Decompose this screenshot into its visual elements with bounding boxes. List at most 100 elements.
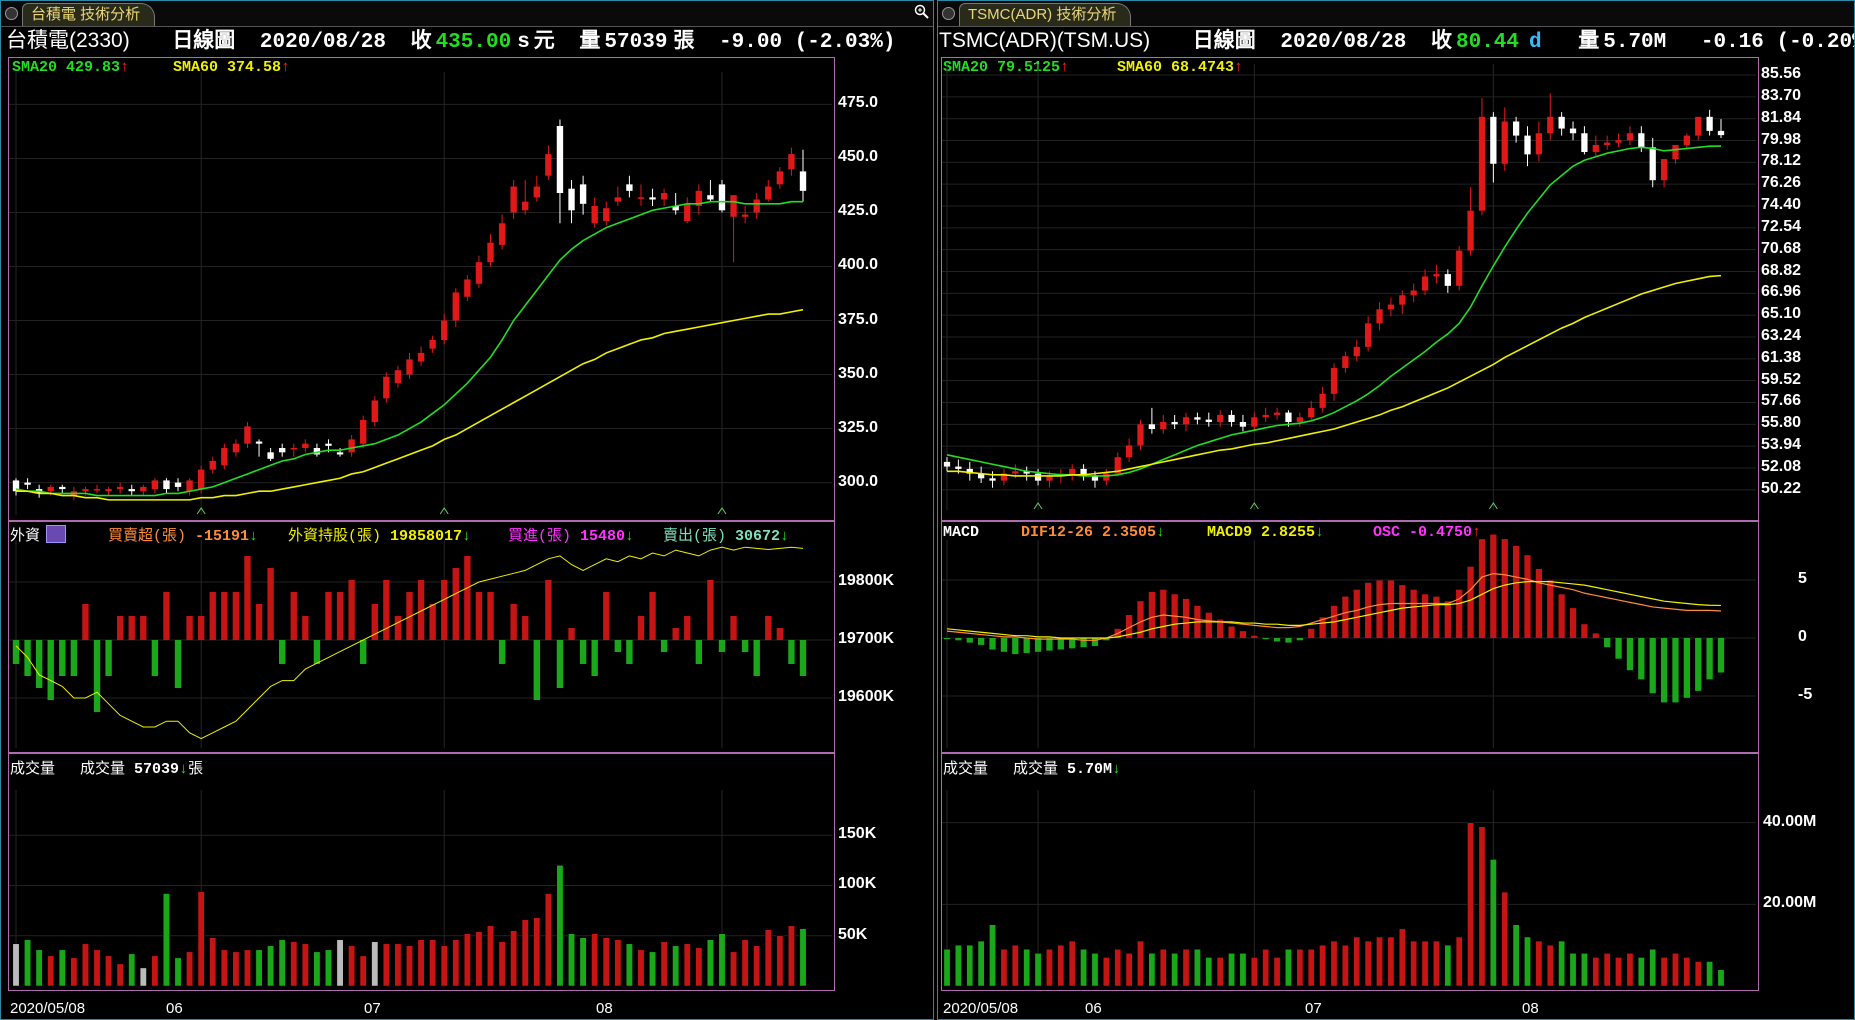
tab-bar: TSMC(ADR) 技術分析 — [937, 0, 1855, 27]
price-axis-label: 65.10 — [1761, 305, 1802, 323]
foreign-investor-panel[interactable] — [8, 521, 835, 753]
net-buy-bar — [464, 556, 471, 640]
volume-bar — [741, 939, 749, 987]
price-axis-label: 57.66 — [1761, 392, 1802, 410]
volume-bar — [1558, 940, 1566, 987]
volume-bar — [1330, 940, 1338, 987]
volume-panel-label: 成交量 — [943, 761, 989, 778]
sma20-legend: SMA20 429.83↑ — [12, 59, 130, 76]
net-buy-bar — [498, 640, 506, 664]
volume-axis-label: 50K — [838, 925, 868, 943]
price-axis-label: 74.40 — [1761, 196, 1802, 214]
volume-bar — [1694, 961, 1702, 987]
volume-bar — [128, 953, 136, 987]
candle-body — [1023, 471, 1030, 474]
foreign-bars — [9, 546, 832, 740]
candle-body — [1137, 424, 1144, 446]
volume-bar — [325, 949, 332, 987]
net-buy-bar — [452, 568, 459, 640]
buy-legend: 買進(張) 15480↓ — [508, 528, 635, 545]
candle-body — [452, 292, 459, 321]
dif-legend: DIF12-26 2.3505↓ — [1021, 524, 1166, 541]
candle-body — [232, 443, 240, 453]
candle-body — [163, 480, 170, 490]
osc-bar — [978, 638, 985, 645]
candle-body — [1319, 393, 1326, 408]
volume-bar — [510, 930, 518, 987]
osc-bar — [1672, 638, 1679, 703]
net-buy-bar — [313, 640, 321, 664]
net-buy-bar — [429, 604, 436, 640]
osc-bar — [1103, 638, 1110, 641]
volume-bar — [12, 943, 20, 987]
volume-bar — [139, 967, 147, 987]
net-buy-bar — [186, 616, 193, 640]
close-flag: d — [1529, 31, 1542, 54]
volume-panel[interactable] — [941, 753, 1759, 991]
net-buy-bar — [765, 616, 772, 640]
volume-bar — [1353, 936, 1361, 987]
window-menu-button[interactable] — [942, 7, 955, 20]
volume-bar — [730, 951, 737, 987]
volume-panel[interactable] — [8, 753, 835, 991]
volume-bar — [544, 893, 552, 987]
net-buy-bar — [371, 604, 378, 640]
volume-bar — [35, 949, 43, 987]
volume-bar — [591, 933, 599, 987]
tab-tsmc-adr-technical[interactable]: TSMC(ADR) 技術分析 — [959, 3, 1132, 26]
price-panel[interactable] — [8, 57, 835, 521]
net-buy-bar — [197, 616, 205, 640]
zoom-icon[interactable] — [914, 4, 930, 20]
candle-body — [626, 184, 633, 191]
candle-body — [82, 489, 89, 492]
price-axis-label: 76.26 — [1761, 174, 1802, 192]
volume-bar — [1262, 949, 1270, 987]
candle-body — [441, 320, 448, 340]
candle-body — [1421, 276, 1429, 291]
net-buy-bar — [718, 640, 726, 652]
osc-bar — [1251, 635, 1258, 638]
candle-body — [1410, 290, 1417, 296]
net-buy-bar — [325, 592, 332, 640]
osc-bar — [1592, 633, 1599, 638]
osc-bar — [1456, 589, 1463, 638]
candle-body — [1171, 421, 1178, 425]
candle-body — [966, 468, 973, 474]
price-axis-label: 425.0 — [838, 202, 879, 220]
net-buy-bar — [660, 640, 668, 652]
volume-bar — [151, 955, 159, 987]
volume-bar — [1011, 944, 1019, 987]
net-buy-bar — [788, 640, 795, 664]
volume-bar — [244, 949, 251, 987]
volume-unit: 張 — [673, 31, 695, 54]
macd-panel[interactable] — [941, 521, 1759, 753]
volume-axis-label: 150K — [838, 825, 877, 843]
tab-tsmc-technical[interactable]: 台積電 技術分析 — [22, 3, 156, 26]
volume-bar — [1524, 936, 1531, 987]
candle-body — [1182, 417, 1190, 425]
month-marker — [196, 507, 206, 515]
volume-bar — [359, 955, 367, 987]
volume-bar — [799, 928, 807, 987]
osc-bar — [1581, 624, 1588, 638]
window-menu-button[interactable] — [5, 7, 18, 20]
price-panel[interactable] — [941, 57, 1759, 521]
osc-bar — [1034, 638, 1042, 652]
date-axis-label: 2020/05/08 — [943, 1000, 1019, 1017]
osc-bar — [943, 638, 951, 640]
candle-body — [1683, 135, 1690, 145]
price-axis-label: 59.52 — [1761, 370, 1802, 388]
candle-body — [1114, 457, 1121, 474]
quote-header: 台積電(2330) 日線圖 2020/08/28 收 435.00 s 元 量 5703… — [6, 28, 907, 54]
osc-legend: OSC -0.4750↑ — [1373, 524, 1482, 541]
candle-body — [684, 203, 691, 222]
net-buy-bar — [556, 640, 564, 688]
candle-body — [1638, 133, 1645, 148]
osc-bar — [1148, 592, 1156, 638]
osc-bar — [1091, 638, 1099, 647]
list-icon[interactable] — [46, 525, 67, 543]
net-buy-bar — [475, 592, 483, 640]
volume-bar — [1091, 953, 1099, 987]
osc-bar — [1558, 594, 1565, 638]
net-buy-bar — [776, 628, 784, 640]
